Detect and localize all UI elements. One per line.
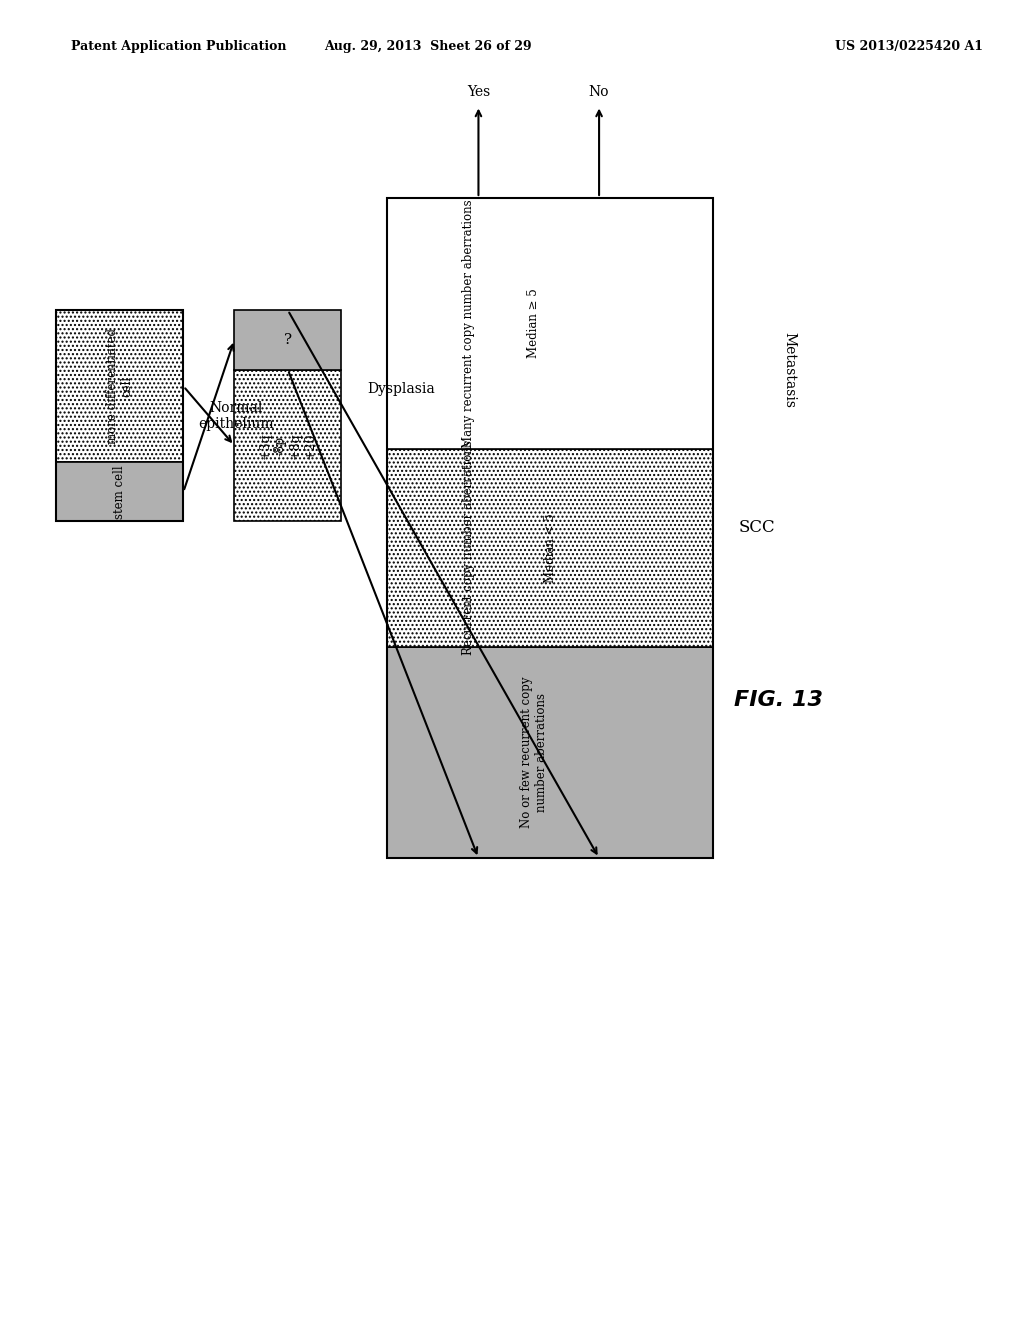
Text: US 2013/0225420 A1: US 2013/0225420 A1: [836, 40, 983, 53]
Text: Aug. 29, 2013  Sheet 26 of 29: Aug. 29, 2013 Sheet 26 of 29: [325, 40, 531, 53]
Text: FIG. 13: FIG. 13: [733, 689, 822, 710]
Bar: [387, 647, 713, 858]
Text: Dysplasia: Dysplasia: [367, 383, 434, 396]
Bar: [56, 310, 183, 521]
Bar: [234, 310, 341, 370]
Text: Patent Application Publication: Patent Application Publication: [72, 40, 287, 53]
Text: Median ≥ 5: Median ≥ 5: [527, 289, 541, 358]
Text: Yes: Yes: [467, 84, 490, 99]
Text: Normal
epithelium: Normal epithelium: [199, 401, 274, 430]
Text: Recurrent copy number aberrations: Recurrent copy number aberrations: [462, 441, 475, 655]
Text: Many recurrent copy number aberrations: Many recurrent copy number aberrations: [462, 199, 475, 447]
Text: Metastasis: Metastasis: [782, 331, 797, 408]
Text: ?: ?: [284, 333, 292, 347]
Bar: [56, 462, 183, 521]
Text: No: No: [589, 84, 609, 99]
Text: stem cell: stem cell: [114, 465, 126, 519]
Bar: [387, 198, 713, 858]
Bar: [387, 449, 713, 647]
Bar: [387, 198, 713, 449]
Text: SCC: SCC: [738, 520, 775, 536]
Bar: [56, 310, 183, 462]
Text: more differentiated
cell: more differentiated cell: [105, 329, 134, 445]
Bar: [234, 370, 341, 521]
Text: +3q
-8p
+8q
+20: +3q -8p +8q +20: [259, 432, 316, 459]
Text: Median < 5: Median < 5: [544, 513, 557, 582]
Text: No or few recurrent copy
number aberrations: No or few recurrent copy number aberrati…: [520, 677, 548, 828]
